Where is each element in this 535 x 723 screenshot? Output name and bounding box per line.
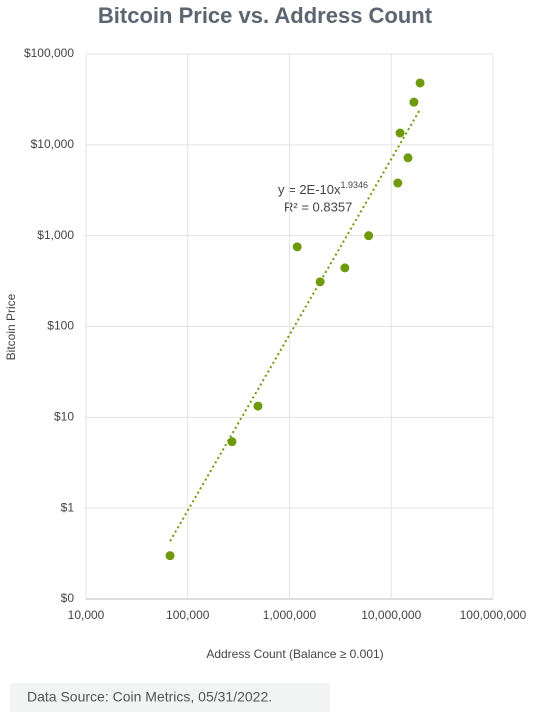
y-tick-label: $100,000 bbox=[24, 46, 74, 60]
point bbox=[340, 263, 350, 273]
source: Data Source: Coin Metrics, 05/31/2022. bbox=[27, 689, 272, 705]
y-tick-label: $1,000 bbox=[37, 228, 74, 242]
equation-exponent: 1.9346 bbox=[341, 180, 369, 190]
y-tick-label: $10,000 bbox=[31, 137, 75, 151]
point bbox=[415, 78, 425, 88]
x-tick-label: 100,000,000 bbox=[460, 608, 527, 622]
y-tick-label: $0 bbox=[61, 591, 75, 605]
y-tick-label: $1 bbox=[61, 500, 75, 514]
chart-title: Bitcoin Price vs. Address Count bbox=[98, 3, 433, 28]
x-tick-label: 10,000,000 bbox=[361, 608, 421, 622]
point bbox=[253, 401, 263, 411]
point bbox=[315, 277, 325, 287]
point bbox=[403, 153, 413, 163]
point bbox=[364, 231, 374, 241]
point bbox=[409, 97, 419, 107]
y-tick-label: $100 bbox=[47, 319, 74, 333]
point bbox=[165, 551, 175, 561]
x-axis-label: Address Count (Balance ≥ 0.001) bbox=[206, 647, 383, 661]
x-tick-label: 100,000 bbox=[166, 608, 210, 622]
point bbox=[227, 437, 237, 447]
x-tick-label: 10,000 bbox=[68, 608, 105, 622]
y-tick-label: $10 bbox=[54, 410, 74, 424]
x-tick-label: 1,000,000 bbox=[263, 608, 317, 622]
source-box bbox=[10, 683, 330, 712]
point bbox=[395, 128, 405, 138]
y-axis-label: Bitcoin Price bbox=[4, 293, 18, 360]
trend-equation: y = 2E-10x1.9346 bbox=[278, 180, 368, 197]
equation-base: y = 2E-10x bbox=[278, 182, 341, 197]
r-squared: R² = 0.8357 bbox=[284, 199, 352, 214]
point bbox=[292, 242, 302, 252]
point bbox=[393, 178, 403, 188]
trendline bbox=[169, 108, 421, 542]
